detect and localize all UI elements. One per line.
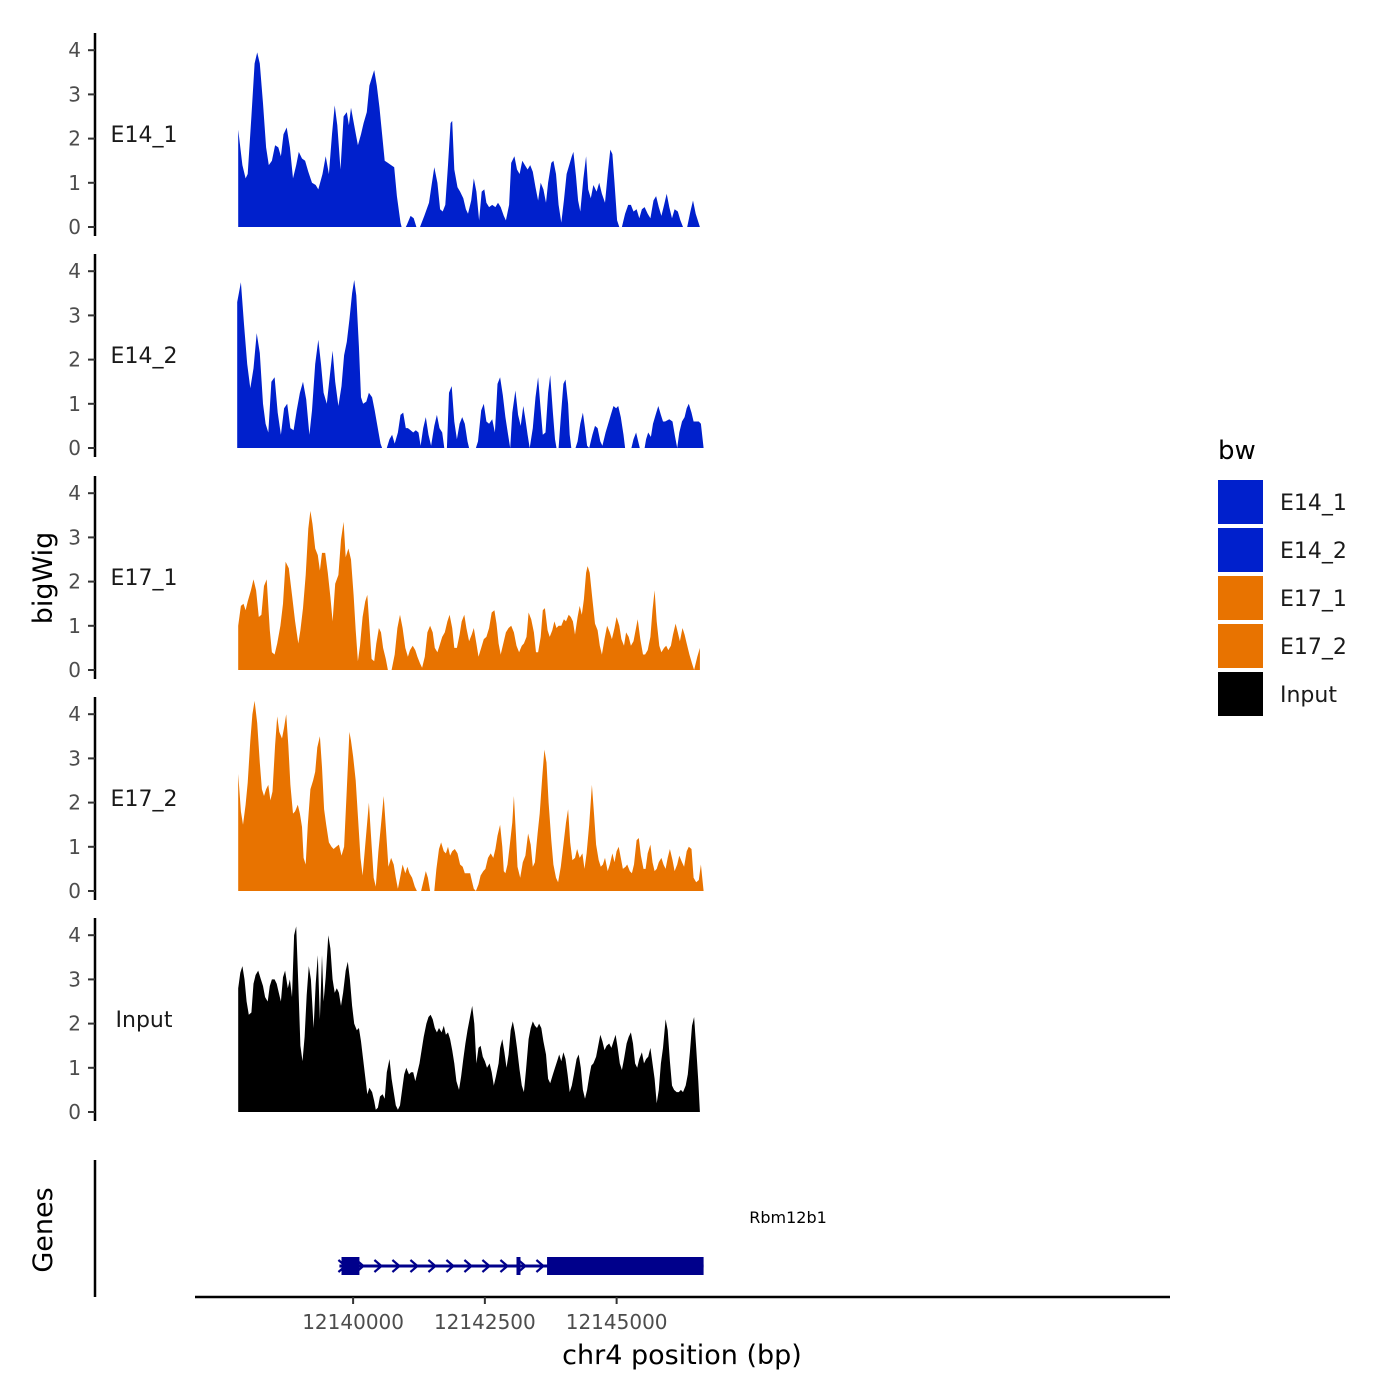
legend-title: bw <box>1218 436 1256 466</box>
strand-arrow-icon <box>391 1259 402 1273</box>
y-tick-label: 1 <box>68 1056 81 1080</box>
gene-name-label: Rbm12b1 <box>749 1208 827 1227</box>
y-tick-label: 0 <box>68 215 81 239</box>
track-e14-2: 0 1 2 3 4 E14_2 <box>68 254 704 460</box>
y-tick-label: 0 <box>68 879 81 903</box>
y-tick-label: 4 <box>68 38 81 62</box>
legend: E14_1 E14_2 E17_1 E17_2 Input <box>1218 480 1347 716</box>
y-tick-label: 4 <box>68 259 81 283</box>
y-tick-label: 2 <box>68 570 81 594</box>
track-label: E14_2 <box>111 344 178 369</box>
y-tick-label: 0 <box>68 436 81 460</box>
gene-track <box>93 1160 704 1297</box>
coverage-area <box>238 926 700 1112</box>
y-tick-label: 2 <box>68 348 81 372</box>
genes-axis-title: Genes <box>28 1187 59 1272</box>
x-tick-label: 12140000 <box>302 1310 404 1334</box>
strand-arrow-icon <box>535 1259 546 1273</box>
strand-arrow-icon <box>409 1259 420 1273</box>
coverage-area <box>237 280 704 448</box>
legend-entry-label: E14_1 <box>1280 491 1347 516</box>
legend-swatch <box>1218 576 1263 620</box>
legend-swatch <box>1218 528 1263 572</box>
y-tick-label: 1 <box>68 614 81 638</box>
track-e14-1: 0 1 2 3 4 E14_1 <box>68 33 700 239</box>
x-axis-title: chr4 position (bp) <box>562 1340 802 1371</box>
legend-swatch <box>1218 480 1263 524</box>
x-tick-label: 12145000 <box>566 1310 668 1334</box>
gene-exon <box>516 1257 521 1275</box>
legend-entry-label: E17_1 <box>1280 587 1347 612</box>
y-tick-label: 3 <box>68 525 81 549</box>
strand-arrow-icon <box>427 1259 438 1273</box>
legend-swatch <box>1218 672 1263 716</box>
strand-arrow-icon <box>517 1259 528 1273</box>
y-tick-label: 4 <box>68 702 81 726</box>
strand-arrow-icon <box>481 1259 492 1273</box>
strand-arrow-icon <box>373 1259 384 1273</box>
track-label: E17_2 <box>111 787 178 812</box>
legend-entry-label: E14_2 <box>1280 539 1347 564</box>
y-tick-label: 0 <box>68 658 81 682</box>
legend-swatch <box>1218 624 1263 668</box>
coverage-area <box>238 52 700 228</box>
y-tick-label: 2 <box>68 1012 81 1036</box>
gene-exon <box>341 1257 360 1275</box>
y-tick-label: 3 <box>68 967 81 991</box>
track-label: E14_1 <box>111 123 178 148</box>
y-tick-label: 4 <box>68 481 81 505</box>
strand-arrow-icon <box>463 1259 474 1273</box>
strand-arrow-icon <box>499 1259 510 1273</box>
y-tick-label: 4 <box>68 923 81 947</box>
y-tick-label: 1 <box>68 171 81 195</box>
y-tick-label: 3 <box>68 746 81 770</box>
gene-exon <box>547 1257 704 1275</box>
legend-entry-label: Input <box>1280 683 1337 708</box>
y-axis-title: bigWig <box>28 532 59 625</box>
track-label: E17_1 <box>111 566 178 591</box>
y-tick-label: 2 <box>68 791 81 815</box>
y-tick-label: 3 <box>68 303 81 327</box>
y-tick-label: 3 <box>68 82 81 106</box>
y-tick-label: 1 <box>68 835 81 859</box>
coverage-area <box>238 700 704 891</box>
coverage-area <box>238 510 700 670</box>
legend-entry-label: E17_2 <box>1280 635 1347 660</box>
x-tick-label: 12142500 <box>434 1310 536 1334</box>
track-e17-1: 0 1 2 3 4 E17_1 <box>68 476 700 682</box>
y-tick-label: 1 <box>68 392 81 416</box>
x-axis: 12140000 12142500 12145000 <box>195 1295 1170 1334</box>
track-e17-2: 0 1 2 3 4 E17_2 <box>68 697 704 903</box>
track-input: 0 1 2 3 4 Input <box>68 918 700 1124</box>
strand-arrow-icon <box>445 1259 456 1273</box>
track-label: Input <box>116 1008 173 1033</box>
y-tick-label: 0 <box>68 1100 81 1124</box>
y-tick-label: 2 <box>68 127 81 151</box>
